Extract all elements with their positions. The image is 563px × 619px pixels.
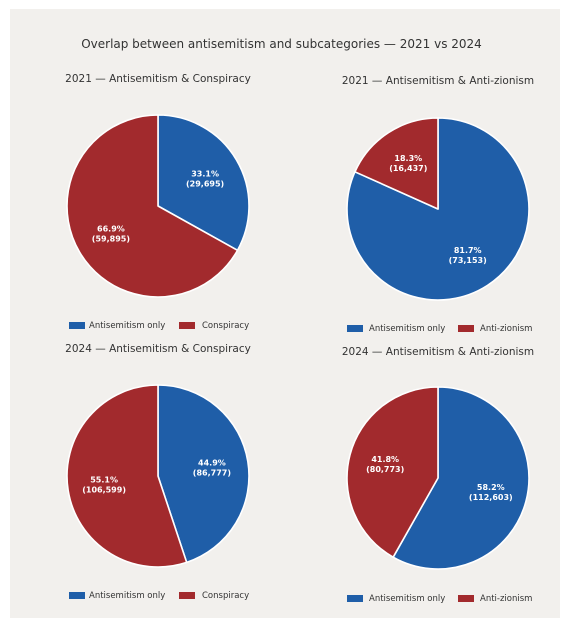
legend-label-3-1: Anti-zionism: [480, 594, 532, 604]
pie-slice-2-0: [157, 384, 250, 564]
legend-label-1-0: Antisemitism only: [369, 324, 445, 334]
legend-swatch-3-0: [347, 595, 363, 602]
legend-swatch-0-0: [69, 322, 85, 329]
pie-title-0: 2021 — Antisemitism & Conspiracy: [65, 73, 251, 85]
pie-slice-3-1: [346, 386, 439, 558]
figure-title: Overlap between antisemitism and subcate…: [81, 37, 482, 51]
legend-swatch-2-0: [69, 592, 85, 599]
legend-swatch-2-1: [179, 592, 195, 599]
legend-label-0-1: Conspiracy: [202, 321, 249, 331]
pie-slice-0-0: [157, 114, 250, 252]
pie-title-1: 2021 — Antisemitism & Anti-zionism: [342, 75, 534, 87]
pie-slice-2-1: [66, 384, 188, 568]
slice-label-1-1: 18.3% (16,437): [389, 154, 427, 173]
legend-swatch-1-0: [347, 325, 363, 332]
slice-label-3-1: 41.8% (80,773): [366, 455, 404, 474]
legend-swatch-0-1: [179, 322, 195, 329]
legend-label-1-1: Anti-zionism: [480, 324, 532, 334]
legend-label-3-0: Antisemitism only: [369, 594, 445, 604]
pie-slice-0-1: [66, 114, 239, 298]
slice-label-0-0: 33.1% (29,695): [186, 169, 224, 188]
slice-label-2-0: 44.9% (86,777): [193, 458, 231, 477]
slice-label-3-0: 58.2% (112,603): [469, 483, 513, 502]
slice-label-1-0: 81.7% (73,153): [449, 246, 487, 265]
slice-label-2-1: 55.1% (106,599): [82, 476, 126, 495]
legend-swatch-1-1: [458, 325, 474, 332]
legend-label-2-0: Antisemitism only: [89, 591, 165, 601]
slice-label-0-1: 66.9% (59,895): [92, 225, 130, 244]
pie-slice-1-1: [354, 117, 439, 210]
legend-label-2-1: Conspiracy: [202, 591, 249, 601]
pie-title-2: 2024 — Antisemitism & Conspiracy: [65, 343, 251, 355]
pie-title-3: 2024 — Antisemitism & Anti-zionism: [342, 346, 534, 358]
legend-label-0-0: Antisemitism only: [89, 321, 165, 331]
pie-slice-3-0: [392, 386, 530, 570]
legend-swatch-3-1: [458, 595, 474, 602]
